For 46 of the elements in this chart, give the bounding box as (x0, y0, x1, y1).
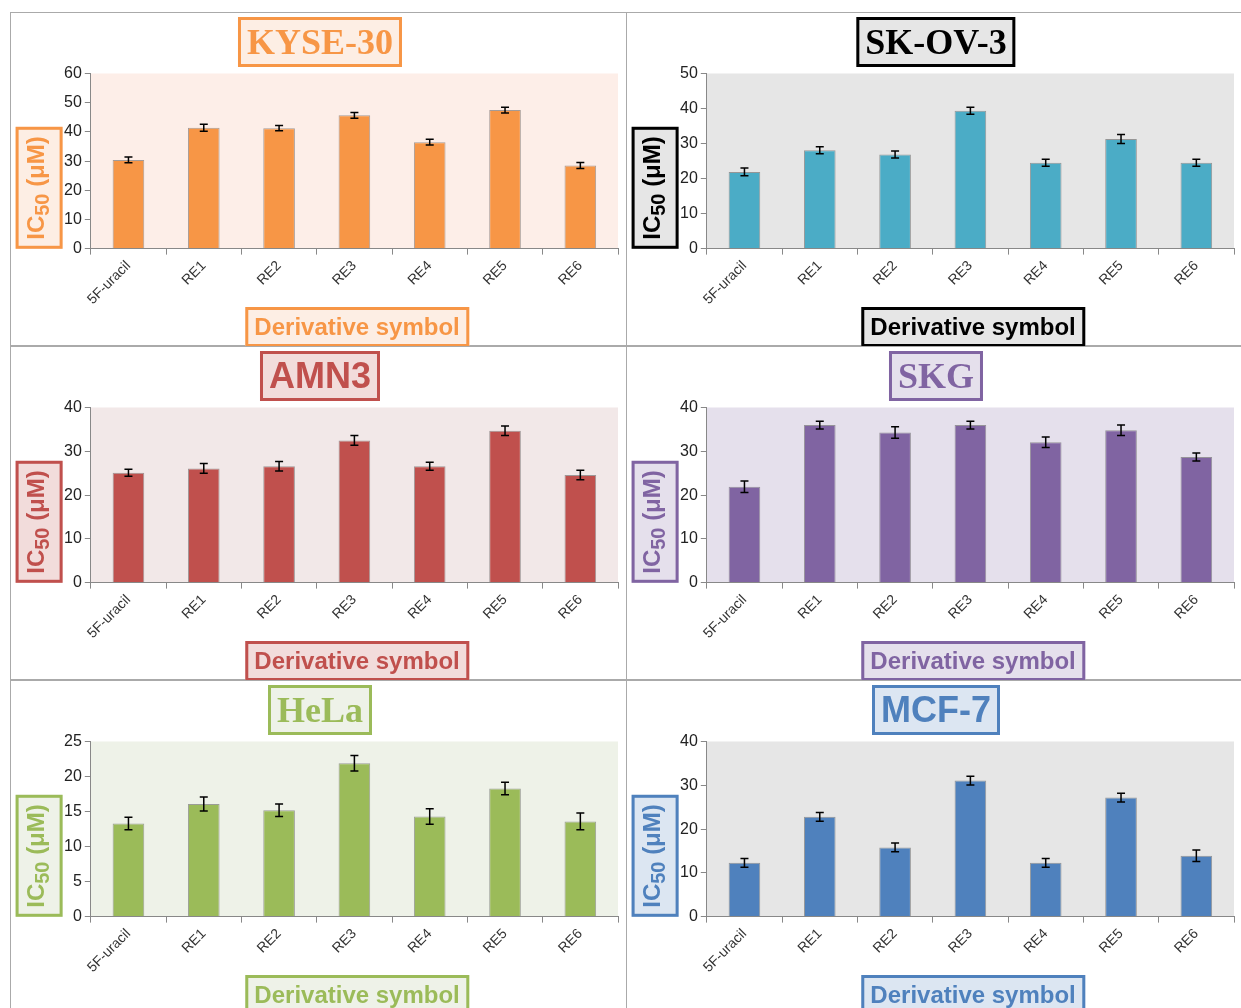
y-tick-label: 20 (680, 169, 698, 187)
y-tick-label: 40 (64, 122, 82, 140)
y-tick-label: 10 (64, 209, 82, 227)
y-tick-label: 40 (680, 99, 698, 117)
x-axis-title: Derivative symbol (245, 641, 469, 681)
y-tick-label: 20 (64, 767, 82, 785)
x-axis-title: Derivative symbol (861, 641, 1085, 681)
y-tick-label: 30 (64, 151, 82, 169)
y-tick-label: 0 (72, 239, 82, 257)
y-tick-label: 40 (680, 732, 698, 750)
y-tick-label: 20 (680, 485, 698, 503)
y-tick-label: 40 (64, 398, 82, 416)
y-tick-label: 10 (64, 837, 82, 855)
chart-title: KYSE-30 (237, 17, 403, 67)
y-tick-label: 0 (688, 573, 698, 591)
chart-title: MCF-7 (872, 685, 1000, 735)
y-tick-label: 10 (680, 529, 698, 547)
y-tick-label: 30 (680, 134, 698, 152)
y-tick-label: 0 (688, 907, 698, 925)
x-axis-title: Derivative symbol (861, 307, 1085, 347)
y-tick-label: 10 (680, 863, 698, 881)
y-tick-label: 0 (72, 573, 82, 591)
x-axis-title: Derivative symbol (245, 975, 469, 1008)
y-tick-label: 10 (64, 529, 82, 547)
y-tick-label: 20 (680, 819, 698, 837)
y-tick-label: 20 (64, 180, 82, 198)
y-tick-label: 25 (64, 732, 82, 750)
y-tick-label: 60 (64, 64, 82, 82)
y-tick-label: 50 (64, 93, 82, 111)
y-tick-label: 0 (72, 907, 82, 925)
chart-title: SK-OV-3 (856, 17, 1016, 67)
chart-title: SKG (888, 351, 984, 401)
y-tick-label: 20 (64, 485, 82, 503)
x-axis-title: Derivative symbol (245, 307, 469, 347)
y-tick-label: 30 (680, 441, 698, 459)
y-tick-label: 15 (64, 802, 82, 820)
y-tick-label: 10 (680, 204, 698, 222)
y-tick-label: 30 (680, 775, 698, 793)
y-tick-label: 50 (680, 64, 698, 82)
y-tick-label: 30 (64, 441, 82, 459)
y-tick-label: 0 (688, 239, 698, 257)
y-tick-label: 40 (680, 398, 698, 416)
chart-title: HeLa (268, 685, 372, 735)
chart-title: AMN3 (259, 351, 381, 401)
y-tick-label: 5 (72, 872, 82, 890)
x-axis-title: Derivative symbol (861, 975, 1085, 1008)
